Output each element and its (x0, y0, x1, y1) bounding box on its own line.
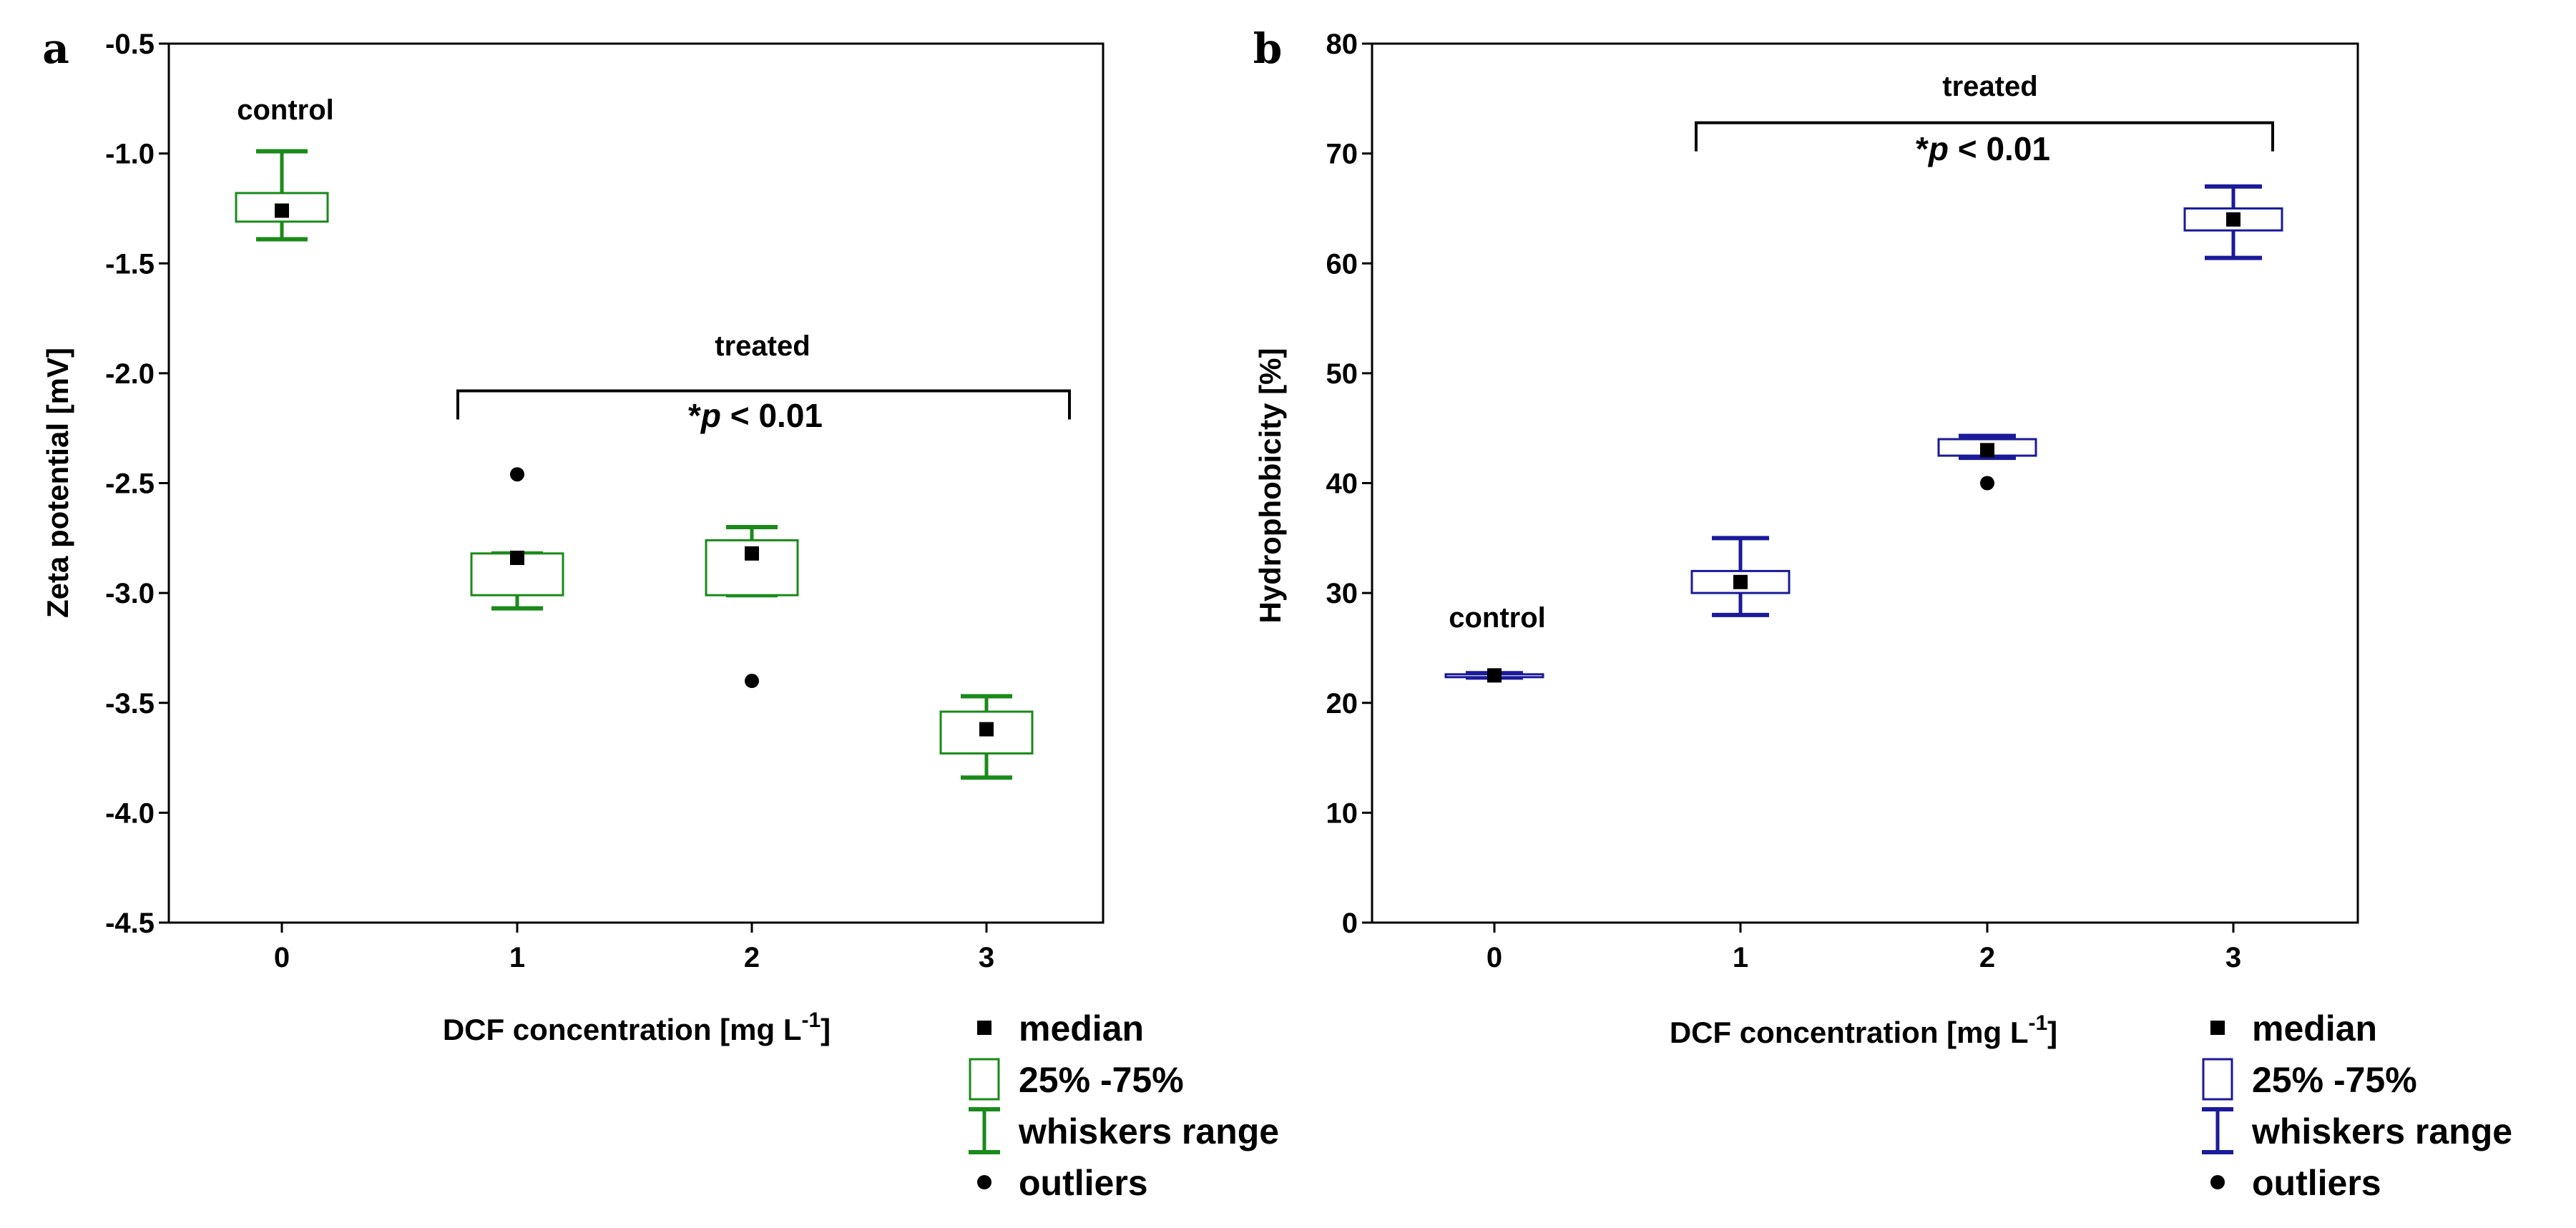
legend-outlier-marker (2210, 1175, 2225, 1189)
outlier-point (1980, 476, 1994, 491)
x-tick-label: 0 (1487, 942, 1502, 973)
x-axis-title-main: DCF concentration [mg L (1670, 1016, 2029, 1049)
box-group-3 (2183, 184, 2283, 260)
outlier-point (745, 674, 759, 689)
x-tick-label: 3 (2225, 942, 2241, 973)
x-tick-label: 2 (744, 942, 760, 973)
median-marker (979, 722, 994, 737)
y-tick-label: -2.0 (105, 358, 155, 390)
treated-label: treated (715, 330, 810, 362)
panel-b: b 0 10 20 30 40 50 60 70 80 0 1 2 3 Hydrophobicity [%]… (1253, 24, 2512, 1203)
iqr-box (705, 539, 799, 596)
y-tick-label: -3.0 (105, 578, 155, 609)
control-label: control (1449, 602, 1546, 634)
x-tick-label: 2 (1979, 942, 1995, 973)
y-tick-label: 20 (1326, 688, 1358, 719)
x-tick-label: 1 (509, 942, 525, 973)
median-marker (1733, 574, 1748, 589)
x-tick-label: 0 (274, 942, 290, 973)
legend-median-marker (2210, 1021, 2225, 1035)
box-group-1 (470, 467, 564, 611)
x-axis-title-main: DCF concentration [mg L (443, 1013, 802, 1046)
panel-letter: b (1253, 24, 1283, 73)
legend-outlier-marker (977, 1175, 991, 1189)
box-group-2 (705, 524, 799, 689)
legend-median-label: median (2252, 1008, 2377, 1048)
median-marker (1980, 443, 1994, 458)
p-value-label: *p < 0.01 (688, 397, 823, 434)
p-value-p: p (700, 397, 721, 434)
y-tick-label: -4.0 (105, 797, 155, 829)
legend-box-label: 25% -75% (1019, 1060, 1184, 1100)
box-group-0 (1444, 668, 1544, 683)
box-group-2 (1937, 433, 2037, 491)
median-marker (510, 550, 524, 565)
p-value-rest: < 0.01 (1949, 130, 2050, 167)
legend-outliers-label: outliers (1019, 1163, 1148, 1203)
control-label: control (237, 94, 334, 126)
p-value-star: * (688, 397, 701, 434)
legend-box-marker (969, 1058, 1000, 1101)
x-axis-title: DCF concentration [mg L-1] (1670, 1011, 2057, 1049)
median-marker (2226, 212, 2240, 227)
x-axis-title-superscript: -1 (801, 1008, 821, 1032)
median-marker (1487, 668, 1502, 683)
p-value-label: *p < 0.01 (1916, 130, 2050, 167)
significance-bracket (456, 389, 1071, 420)
box-group-1 (1690, 536, 1791, 617)
panel-letter: a (42, 24, 69, 73)
x-axis-title: DCF concentration [mg L-1] (443, 1008, 831, 1046)
median-marker (275, 203, 289, 218)
y-tick-label: -2.5 (105, 468, 155, 500)
panel-a: a -0.5 -1.0 -1.5 -2.0 -2.5 -3.0 -3.5 -4.0 -4.5 0 1 2… (41, 24, 1279, 1203)
legend: median 25% -75% whiskers range outliers (2202, 1008, 2512, 1203)
x-axis-title-close: ] (821, 1013, 831, 1046)
significance-bracket (1695, 121, 2274, 152)
y-tick-label: 30 (1326, 578, 1358, 609)
x-axis-title-superscript: -1 (2028, 1011, 2047, 1035)
y-tick-label: 40 (1326, 468, 1358, 500)
y-tick-label: 0 (1342, 908, 1358, 939)
y-tick-label: 10 (1326, 797, 1358, 829)
p-value-rest: < 0.01 (721, 397, 823, 434)
p-value-star: * (1916, 130, 1929, 167)
y-tick-label: -0.5 (105, 29, 155, 60)
y-tick-label: -3.5 (105, 688, 155, 719)
y-tick-label: 60 (1326, 248, 1358, 280)
legend-whiskers-label: whiskers range (2251, 1111, 2512, 1151)
y-axis-title: Zeta potential [mV] (41, 348, 74, 618)
median-marker (745, 546, 759, 561)
x-tick-label: 3 (979, 942, 994, 973)
y-tick-label: -1.0 (105, 139, 155, 170)
y-tick-label: -1.5 (105, 248, 155, 280)
outlier-point (510, 467, 524, 482)
legend-box-marker (2202, 1058, 2233, 1101)
x-tick-label: 1 (1733, 942, 1748, 973)
y-tick-label: -4.5 (105, 908, 155, 939)
legend-median-label: median (1019, 1008, 1144, 1048)
y-tick-label: 80 (1326, 29, 1358, 60)
treated-label: treated (1942, 71, 2037, 102)
p-value-p: p (1927, 130, 1949, 167)
y-axis-title: Hydrophobicity [%] (1253, 348, 1287, 624)
x-axis-title-close: ] (2047, 1016, 2057, 1049)
legend-median-marker (977, 1021, 991, 1035)
box-group-3 (939, 694, 1034, 780)
y-tick-label: 70 (1326, 139, 1358, 170)
legend: median 25% -75% whiskers range outliers (969, 1008, 1279, 1203)
legend-outliers-label: outliers (2252, 1163, 2381, 1203)
y-tick-label: 50 (1326, 358, 1358, 390)
legend-whiskers-label: whiskers range (1018, 1111, 1279, 1151)
legend-box-label: 25% -75% (2252, 1060, 2417, 1100)
box-group-0 (235, 149, 329, 242)
